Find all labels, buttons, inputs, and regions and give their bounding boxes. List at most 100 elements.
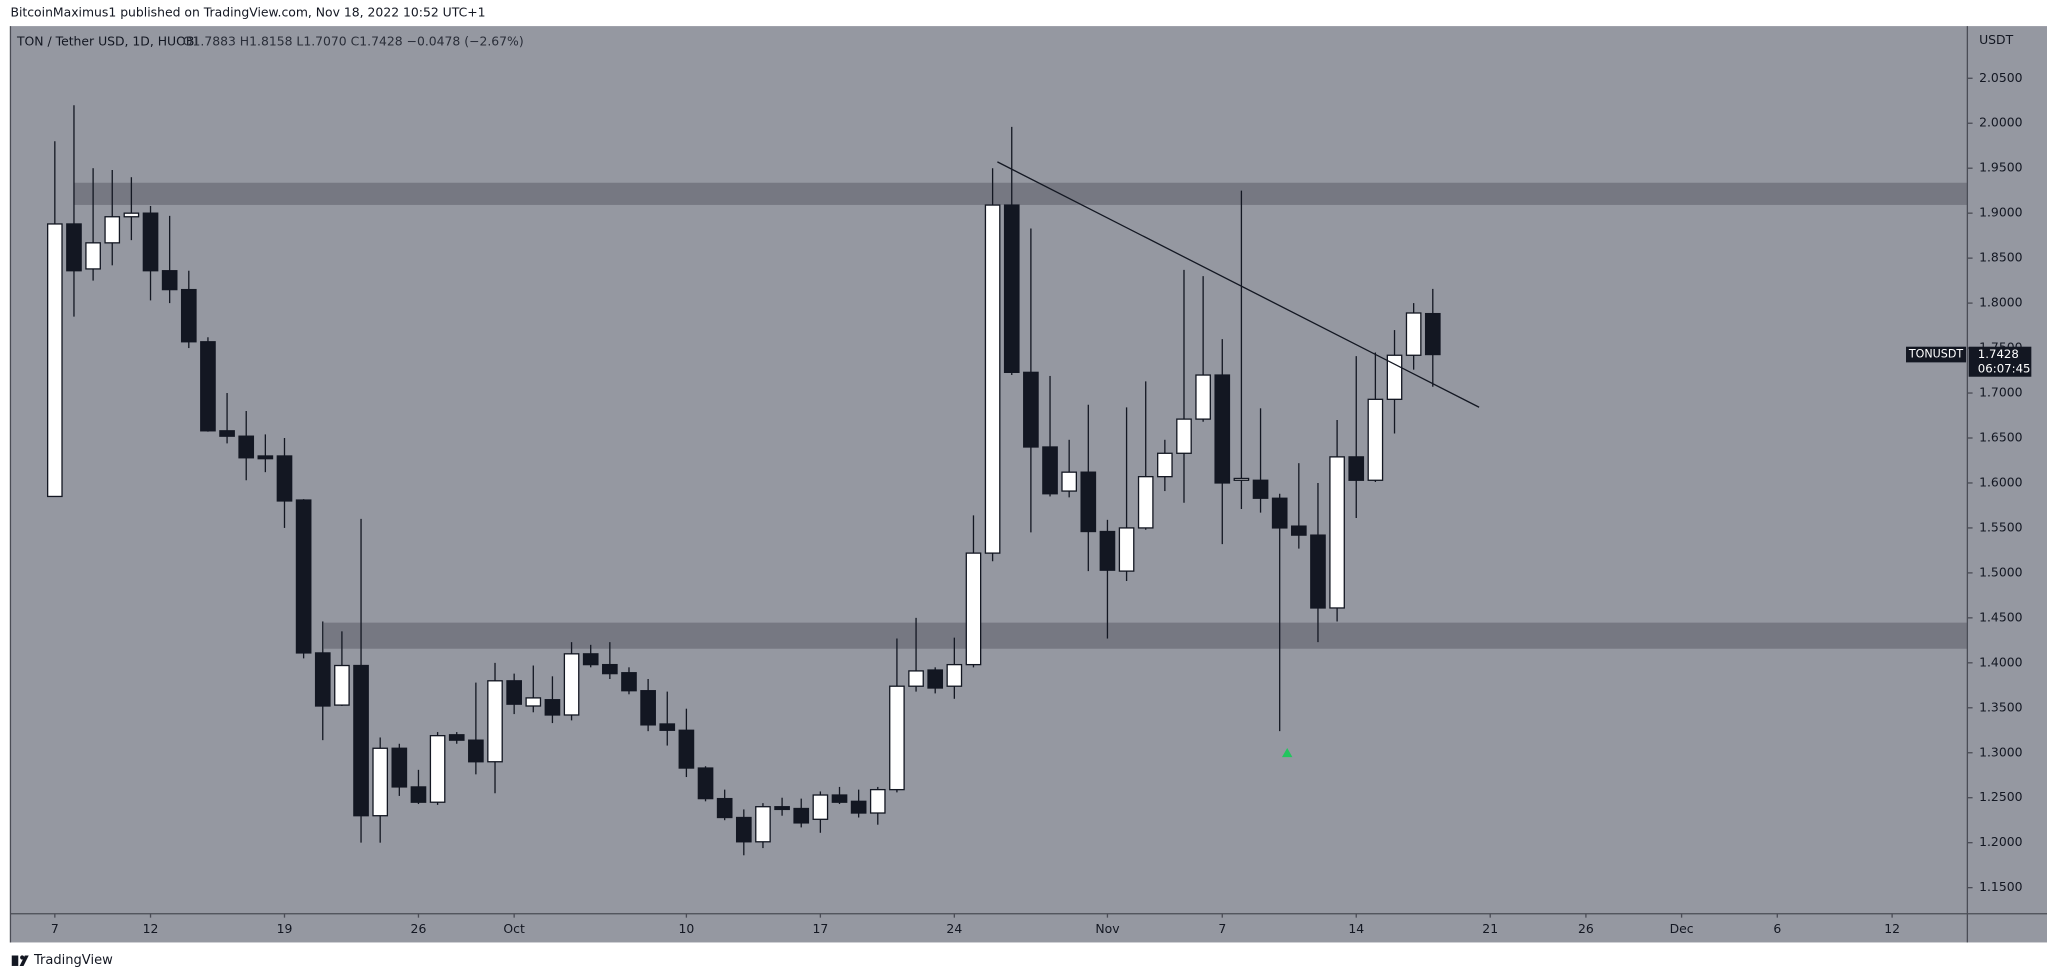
candle-body — [946, 663, 963, 687]
price-axis-background — [1967, 26, 2047, 943]
candle-body — [372, 747, 389, 817]
symbol-title: TON / Tether USD, 1D, HUOBI — [16, 33, 198, 48]
candle-body — [429, 735, 446, 803]
brand-logo-dot — [20, 955, 25, 960]
candle-body — [66, 223, 82, 272]
candle-body — [238, 435, 255, 459]
candle-body — [1023, 371, 1039, 448]
candle-body — [1118, 527, 1135, 572]
candle-body — [1080, 471, 1097, 533]
price-tag-text: 1.7428 — [1978, 347, 2019, 361]
candle-body — [1310, 534, 1326, 609]
candle-body — [219, 430, 235, 437]
brand: TradingView — [11, 953, 113, 968]
candle-body — [295, 499, 312, 654]
candle-body — [1003, 204, 1020, 373]
y-tick-label: 2.0500 — [1979, 70, 2022, 85]
candle-body — [525, 697, 542, 707]
x-tick-label: 26 — [1578, 921, 1594, 936]
y-tick-label: 1.5000 — [1979, 564, 2022, 579]
candle-body — [1157, 452, 1173, 478]
countdown-text: 06:07:45 — [1978, 361, 2031, 375]
candle-body — [1271, 497, 1288, 529]
candle-body — [200, 341, 216, 432]
x-tick-label: 10 — [679, 921, 695, 936]
x-tick-label: 7 — [1218, 921, 1226, 936]
symbol-tag — [1906, 346, 1967, 363]
candle-body — [85, 242, 101, 270]
candle-body — [487, 680, 503, 763]
candle-body — [391, 747, 408, 788]
candle-body — [984, 204, 1001, 554]
candle-body — [965, 552, 982, 666]
candle-body — [1252, 479, 1269, 499]
candle-body — [353, 664, 369, 817]
x-tick-label: Oct — [503, 921, 525, 936]
symbol-tag-text: TONUSDT — [1908, 348, 1963, 361]
candle-body — [180, 288, 197, 343]
trend-line — [997, 161, 1480, 408]
y-tick-label: 1.2500 — [1979, 789, 2022, 804]
price-label: TONUSDT 1.7428 06:07:45 — [1906, 346, 2032, 377]
candle-body — [1329, 456, 1345, 609]
candle-body — [1405, 312, 1422, 356]
x-tick-label: 19 — [277, 921, 293, 936]
y-tick-label: 1.1500 — [1979, 879, 2022, 894]
axes: 1.1500 1.2000 1.2500 1.3000 1.3500 1.4000 1.45… — [51, 70, 2023, 936]
candle-body — [850, 800, 867, 814]
x-tick-label: 21 — [1482, 921, 1498, 936]
candle-body — [1061, 471, 1077, 492]
candle-body — [908, 670, 924, 687]
brand-text: TradingView — [33, 953, 113, 968]
candle-body — [602, 663, 618, 675]
candle-body — [1099, 530, 1116, 571]
publisher-line: BitcoinMaximus1 published on TradingView… — [10, 5, 485, 20]
y-tick-label: 1.9500 — [1979, 160, 2022, 175]
candle-body — [46, 223, 63, 498]
y-tick-label: 1.6500 — [1979, 429, 2022, 444]
y-tick-label: 1.8000 — [1979, 295, 2022, 310]
candle-body — [716, 797, 733, 819]
candle-body — [410, 786, 427, 803]
y-tick-label: 1.3500 — [1979, 699, 2022, 714]
y-tick-label: 1.5500 — [1979, 519, 2022, 534]
y-tick-label: 1.6000 — [1979, 474, 2022, 489]
x-tick-label: Nov — [1095, 921, 1119, 936]
resistance-zone — [74, 182, 1968, 205]
candle-body — [1290, 525, 1307, 536]
candle-body — [563, 653, 580, 716]
candle-body — [889, 685, 905, 791]
x-tick-label: 26 — [411, 921, 427, 936]
x-tick-label: Dec — [1670, 921, 1694, 936]
candle-body — [1137, 476, 1154, 529]
candle-body — [448, 734, 465, 741]
x-tick-label: 7 — [51, 921, 59, 936]
y-tick-label: 1.2000 — [1979, 834, 2022, 849]
candle-body — [735, 816, 752, 843]
candle-body — [104, 216, 121, 244]
candle-body — [582, 653, 599, 666]
candle-body — [678, 729, 695, 769]
candle-body — [659, 723, 676, 731]
candle-body — [123, 212, 140, 218]
x-tick-label: 12 — [143, 921, 159, 936]
y-tick-label: 1.9000 — [1979, 205, 2022, 220]
candle-body — [640, 690, 656, 726]
candle-body — [334, 664, 350, 706]
candle-body — [1367, 398, 1384, 481]
candle-body — [142, 212, 159, 272]
candle-body — [544, 699, 561, 716]
candles — [46, 105, 1441, 856]
time-axis-background — [10, 913, 1968, 943]
candle-body — [1348, 456, 1365, 481]
candle-body — [1195, 374, 1211, 420]
y-tick-label: 1.3000 — [1979, 744, 2022, 759]
x-tick-label: 14 — [1348, 921, 1364, 936]
ohlc-legend: O1.7883 H1.8158 L1.7070 C1.7428 −0.0478 … — [183, 33, 524, 48]
candle-body — [314, 652, 331, 707]
x-tick-label: 6 — [1773, 921, 1781, 936]
candle-body — [1042, 446, 1058, 495]
candle-body — [697, 767, 714, 800]
